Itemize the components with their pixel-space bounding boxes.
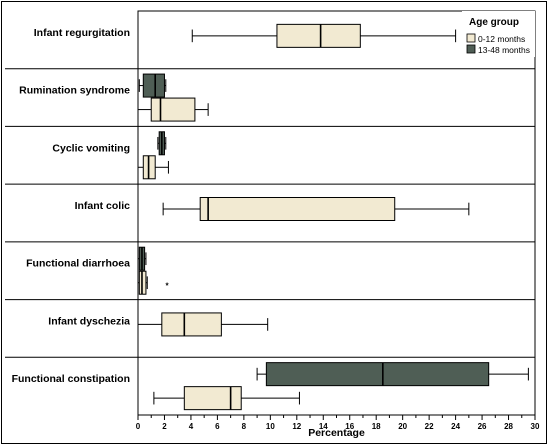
- x-tick-label: 20: [398, 422, 407, 431]
- box-light: [183, 386, 242, 411]
- category-label: Infant colic: [75, 200, 131, 212]
- category-label: Rumination syndrome: [19, 85, 130, 97]
- legend-title: Age group: [469, 17, 519, 28]
- box-dark: [142, 73, 165, 98]
- legend-label: 13-48 months: [478, 45, 530, 55]
- x-tick-label: 6: [215, 422, 220, 431]
- x-tick-label: 0: [136, 422, 141, 431]
- x-tick-label: 22: [425, 422, 434, 431]
- box-light: [276, 23, 361, 48]
- x-tick-label: 16: [345, 422, 354, 431]
- x-tick-label: 2: [162, 422, 167, 431]
- x-tick-label: 10: [266, 422, 275, 431]
- legend-swatch: [466, 33, 476, 43]
- x-tick-label: 14: [319, 422, 328, 431]
- category-label: Infant dyschezia: [48, 315, 130, 327]
- x-tick-label: 30: [531, 422, 540, 431]
- legend-swatch: [466, 44, 476, 54]
- x-tick-label: 28: [504, 422, 513, 431]
- legend-label: 0-12 months: [478, 34, 525, 44]
- x-tick-label: 12: [292, 422, 301, 431]
- x-tick-label: 24: [451, 422, 460, 431]
- x-tick-label: 8: [242, 422, 247, 431]
- outlier-marker: *: [166, 282, 170, 291]
- category-label: Functional diarrhoea: [26, 258, 130, 270]
- x-tick-label: 18: [372, 422, 381, 431]
- box-light: [199, 197, 396, 221]
- box-light: [161, 312, 222, 337]
- x-tick-label: 26: [478, 422, 487, 431]
- category-label: Cyclic vomiting: [52, 142, 130, 154]
- category-label: Infant regurgitation: [34, 27, 130, 39]
- x-tick-label: 4: [189, 422, 194, 431]
- box-light: [150, 97, 196, 122]
- x-axis-title: Percentage: [308, 427, 365, 439]
- category-label: Functional constipation: [12, 373, 130, 385]
- box-dark: [265, 362, 490, 387]
